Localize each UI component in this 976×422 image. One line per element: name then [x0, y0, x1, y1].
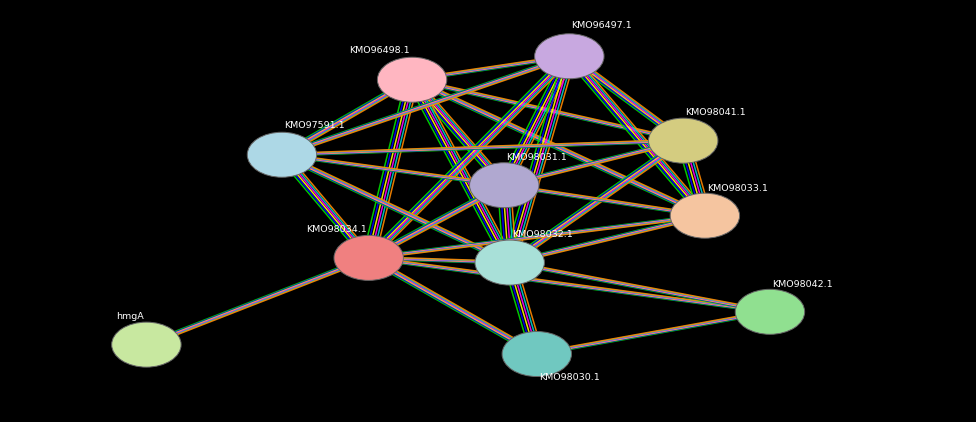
Text: KMO96497.1: KMO96497.1 [572, 22, 632, 30]
Ellipse shape [469, 163, 539, 208]
Ellipse shape [247, 132, 316, 177]
Ellipse shape [671, 193, 740, 238]
Text: KMO98034.1: KMO98034.1 [305, 225, 367, 235]
Ellipse shape [735, 289, 804, 334]
Ellipse shape [334, 235, 403, 280]
Text: KMO98032.1: KMO98032.1 [511, 230, 573, 239]
Text: KMO98041.1: KMO98041.1 [685, 108, 746, 117]
Text: KMO98030.1: KMO98030.1 [539, 373, 599, 382]
Text: KMO98031.1: KMO98031.1 [507, 153, 567, 162]
Text: KMO97591.1: KMO97591.1 [284, 122, 345, 130]
Ellipse shape [111, 322, 182, 367]
Ellipse shape [535, 34, 604, 79]
Ellipse shape [378, 57, 447, 102]
Text: KMO98042.1: KMO98042.1 [772, 280, 833, 289]
Text: KMO96498.1: KMO96498.1 [349, 46, 410, 55]
Ellipse shape [502, 332, 572, 376]
Text: hmgA: hmgA [116, 312, 144, 321]
Ellipse shape [648, 118, 718, 163]
Text: KMO98033.1: KMO98033.1 [707, 184, 768, 193]
Ellipse shape [475, 240, 545, 285]
